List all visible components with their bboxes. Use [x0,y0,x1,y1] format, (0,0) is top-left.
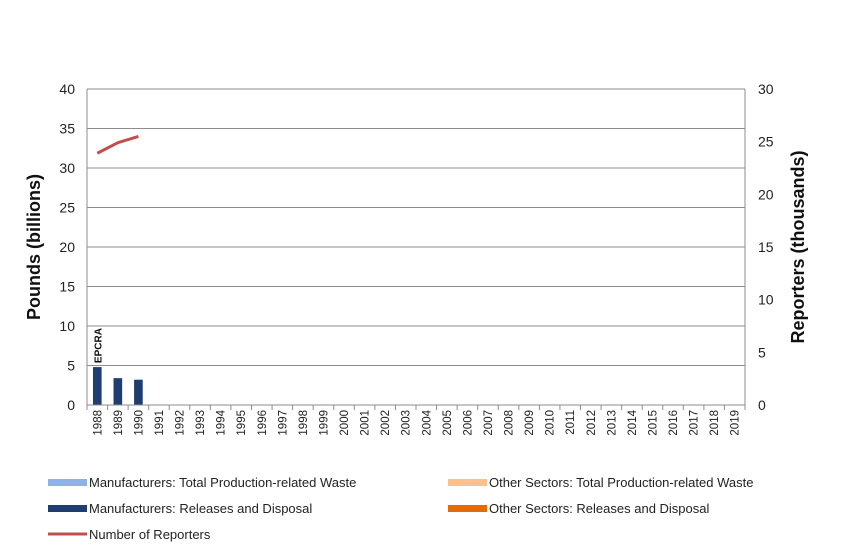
y2-tick-label: 20 [758,186,774,202]
y-tick-label: 0 [67,397,75,413]
x-tick-label: 1991 [154,410,166,436]
x-tick-label: 1990 [133,410,145,436]
x-tick-label: 1997 [277,410,289,436]
x-tick-label: 1999 [318,410,330,436]
x-tick-label: 2010 [545,410,557,436]
x-tick-label: 2018 [709,410,721,436]
x-tick-label: 2005 [442,410,454,436]
x-tick-label: 1993 [195,410,207,436]
x-tick-label: 2008 [504,410,516,436]
x-tick-label: 2007 [483,410,495,436]
y2-tick-label: 10 [758,292,774,308]
y2-tick-label: 0 [758,397,766,413]
x-tick-label: 2011 [565,410,577,435]
y-tick-label: 30 [59,160,75,176]
y2-tick-label: 15 [758,239,774,255]
legend-swatch [448,479,487,486]
legend-label: Other Sectors: Total Production-related … [489,475,753,490]
x-tick-label: 2000 [339,410,351,436]
x-tick-label: 1994 [216,409,228,435]
x-tick-label: 1998 [298,410,310,436]
y2-tick-label: 5 [758,344,766,360]
x-tick-label: 2003 [401,410,413,436]
x-tick-label: 2017 [689,410,701,436]
y-tick-label: 15 [59,279,75,295]
y-tick-label: 10 [59,318,75,334]
x-tick-label: 1988 [92,410,104,436]
x-tick-label: 1996 [257,410,269,436]
x-tick-label: 2016 [668,410,680,436]
x-tick-label: 2013 [606,410,618,436]
x-tick-label: 1989 [113,410,125,436]
y-tick-label: 20 [59,239,75,255]
legend-label: Manufacturers: Releases and Disposal [89,501,312,516]
legend-swatch [448,505,487,512]
x-tick-label: 2014 [627,409,639,435]
bar [113,378,123,405]
legend-label: Manufacturers: Total Production-related … [89,475,356,490]
legend-label: Number of Reporters [89,527,211,542]
y-tick-label: 40 [59,81,75,97]
x-tick-label: 2004 [421,409,433,435]
bar [134,379,143,405]
x-tick-label: 1995 [236,410,248,436]
x-tick-label: 2015 [647,410,659,436]
x-tick-label: 2001 [360,410,372,436]
bar [92,367,102,405]
y-tick-label: 35 [59,121,75,137]
y2-tick-label: 25 [758,134,774,150]
y2-tick-label: 30 [758,81,774,97]
x-tick-label: 2006 [462,410,474,436]
y-tick-label: 25 [59,200,75,216]
legend-label: Other Sectors: Releases and Disposal [489,501,709,516]
x-tick-label: 1992 [175,410,187,436]
epcra-annotation: EPCRA [93,328,104,363]
legend-swatch [48,505,87,512]
y-tick-label: 5 [67,358,75,374]
x-tick-label: 2012 [586,410,598,436]
x-tick-label: 2009 [524,410,536,436]
legend-swatch [48,479,87,486]
y2-axis-title: Reporters (thousands) [788,150,808,343]
y-axis-title: Pounds (billions) [24,174,44,320]
reporters-line [96,134,139,155]
x-tick-label: 2002 [380,410,392,436]
x-tick-label: 2019 [730,410,742,436]
